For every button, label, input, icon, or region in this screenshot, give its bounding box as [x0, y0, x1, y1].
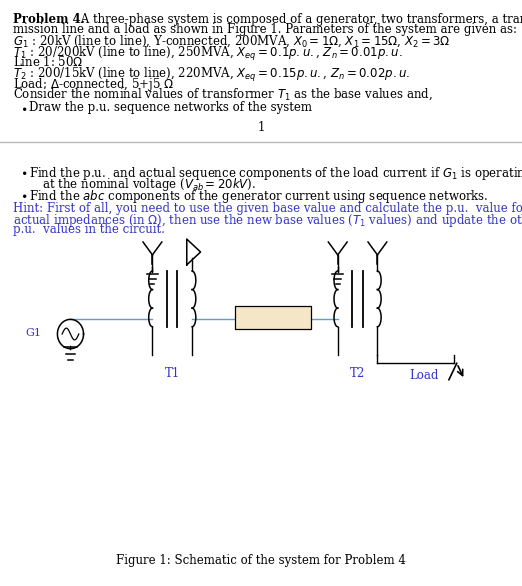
Text: $T_2$ : 200/15kV (line to line), 220MVA, $X_{eq} = 0.15p.u.$, $Z_n = 0.02p.u.$: $T_2$ : 200/15kV (line to line), 220MVA,…	[13, 66, 410, 84]
Bar	[235, 306, 311, 329]
Text: actual impedances (in $\Omega$), then use the new base values ($T_1$ values) and: actual impedances (in $\Omega$), then us…	[13, 212, 522, 229]
Text: Figure 1: Schematic of the system for Problem 4: Figure 1: Schematic of the system for Pr…	[116, 554, 406, 567]
Text: A three-phase system is composed of a generator, two transformers, a trans-: A three-phase system is composed of a ge…	[77, 13, 522, 26]
Text: at the nominal voltage ($V_{ab} = 20kV$).: at the nominal voltage ($V_{ab} = 20kV$)…	[42, 176, 256, 193]
Text: mission line and a load as shown in Figure 1. Parameters of the system are given: mission line and a load as shown in Figu…	[13, 23, 517, 36]
Text: T2: T2	[350, 367, 365, 380]
Text: Hint: First of all, you need to use the given base value and calculate the p.u. : Hint: First of all, you need to use the …	[13, 202, 522, 214]
Text: Line 1: 50$\Omega$: Line 1: 50$\Omega$	[13, 55, 84, 69]
Text: Line 1: Line 1	[255, 312, 290, 323]
Text: Find the $abc$ components of the generator current using sequence networks.: Find the $abc$ components of the generat…	[29, 188, 488, 205]
Text: Find the p.u.  and actual sequence components of the load current if $G_1$ is op: Find the p.u. and actual sequence compon…	[29, 165, 522, 182]
Text: $T_1$ : 20/200kV (line to line), 250MVA, $X_{eq} = 0.1p.u.$, $Z_n = 0.01p.u.$: $T_1$ : 20/200kV (line to line), 250MVA,…	[13, 45, 402, 63]
Text: $\bullet$: $\bullet$	[20, 188, 27, 201]
Text: Problem 4.: Problem 4.	[13, 13, 85, 26]
Text: Consider the nominal values of transformer $T_1$ as the base values and,: Consider the nominal values of transform…	[13, 87, 433, 102]
Text: Load: $\Delta$-connected, 5+j5 $\Omega$: Load: $\Delta$-connected, 5+j5 $\Omega$	[13, 76, 174, 93]
Text: Draw the p.u. sequence networks of the system: Draw the p.u. sequence networks of the s…	[29, 101, 312, 114]
Text: $G_1$ : 20kV (line to line), Y-connected, 200MVA, $X_0 = 1\Omega$, $X_1 = 15\Ome: $G_1$ : 20kV (line to line), Y-connected…	[13, 34, 450, 49]
Text: T1: T1	[164, 367, 180, 380]
Text: p.u.  values in the circuit.: p.u. values in the circuit.	[13, 223, 165, 236]
Text: 1: 1	[257, 121, 265, 134]
Text: $\bullet$: $\bullet$	[20, 101, 27, 114]
Text: Load: Load	[409, 369, 438, 382]
Text: G1: G1	[26, 328, 42, 338]
Text: $\bullet$: $\bullet$	[20, 165, 27, 178]
